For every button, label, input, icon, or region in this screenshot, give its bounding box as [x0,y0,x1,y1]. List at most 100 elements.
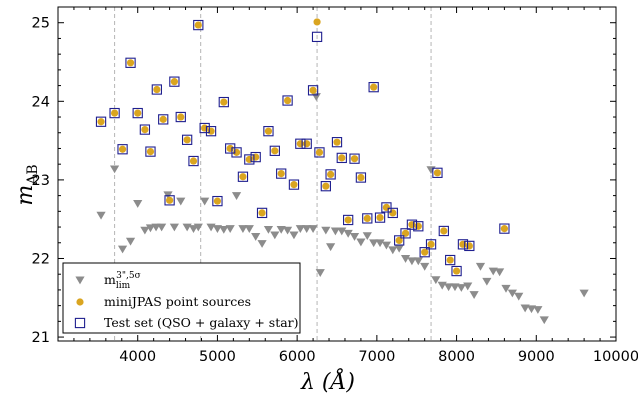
limit-point [381,241,392,250]
source-point [213,197,222,205]
source-point [258,209,266,217]
limit-point [238,225,248,233]
test-point [212,195,223,207]
test-point [181,134,193,145]
test-point [457,239,469,250]
limit-point [263,225,274,234]
test-point [225,143,236,154]
source-point [177,113,185,121]
legend-label: miniJPAS point sources [104,294,251,309]
limit-point [444,283,454,292]
limit-point [169,223,179,232]
x-tick-label: 6000 [279,349,316,365]
test-point [244,154,255,165]
limit-point [193,223,203,232]
test-point [307,85,319,96]
test-point [311,31,323,43]
source-point [395,236,403,245]
limit-point [200,197,210,206]
source-point [118,145,127,153]
limit-point [109,165,120,174]
test-point [237,171,249,182]
test-point [394,235,405,246]
source-point [322,182,330,190]
test-point [406,219,418,230]
legend-marker [76,298,84,306]
limit-point [219,225,229,234]
source-point [232,148,241,156]
limit-point [96,211,106,220]
test-point [499,223,510,234]
source-point [134,109,142,117]
limit-point [400,255,411,263]
source-point [433,169,442,177]
limit-point [394,244,404,253]
source-point [194,21,202,29]
source-point [189,157,198,165]
limit-point [343,229,353,238]
limit-point [225,225,235,233]
limit-point [311,93,321,101]
legend-label: Test set (QSO + galaxy + star) [104,315,299,330]
limit-point [420,262,430,271]
test-point [250,151,261,163]
source-point [303,140,311,148]
test-point [343,214,354,226]
limit-point [579,289,589,298]
limit-point [388,246,398,255]
test-point [151,84,162,95]
test-point [193,19,204,31]
limit-point [244,225,254,233]
source-point [264,127,273,135]
limit-point [117,245,128,254]
limit-point [315,269,325,277]
limit-point [251,233,261,241]
limit-point [450,283,460,292]
limit-point [375,239,385,248]
series-2 [97,18,508,275]
limit-point [413,257,423,266]
limit-point [176,197,186,206]
test-point [199,122,210,134]
x-tick-label: 8000 [438,349,475,365]
limit-point [495,268,505,277]
source-point [344,216,352,224]
limit-point [330,227,341,236]
source-point [421,248,429,256]
y-tick-labels: 21 22 23 24 25 [32,16,50,346]
test-point [282,95,293,106]
test-point [145,146,156,157]
source-point [166,196,174,204]
test-point [139,124,151,135]
test-point [295,138,306,149]
test-point [175,111,186,123]
source-point [357,173,365,182]
y-tick-label: 21 [32,330,50,346]
source-point [309,86,317,94]
x-tick-label: 4000 [119,349,156,365]
limit-point [533,306,543,314]
limit-point [125,237,136,246]
source-point [283,96,292,105]
source-point [452,267,461,275]
test-point [355,172,367,183]
source-point [110,109,119,117]
limit-point [308,225,318,233]
limit-point [539,316,549,325]
limit-point [356,238,366,247]
test-point [331,137,343,148]
x-tick-label: 7000 [358,349,395,365]
test-point [276,168,287,179]
source-point [290,181,298,189]
limit-point [520,304,530,313]
series-1 [96,93,589,325]
test-point [169,76,180,87]
test-point [387,207,398,219]
x-axis-title: λ (Å) [300,367,355,395]
limit-point [469,291,479,300]
test-point [269,145,280,156]
limit-point [463,282,473,291]
test-point [117,144,128,155]
source-point [446,256,454,264]
